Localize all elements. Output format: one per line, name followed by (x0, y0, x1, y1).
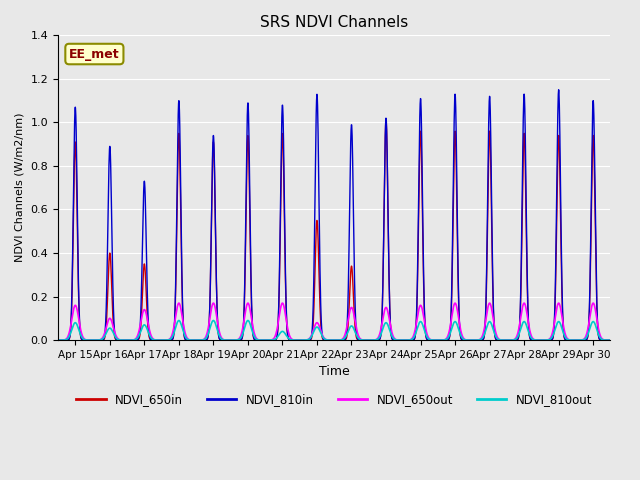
X-axis label: Time: Time (319, 365, 349, 378)
Text: EE_met: EE_met (69, 48, 120, 60)
Y-axis label: NDVI Channels (W/m2/nm): NDVI Channels (W/m2/nm) (15, 113, 25, 263)
Title: SRS NDVI Channels: SRS NDVI Channels (260, 15, 408, 30)
Legend: NDVI_650in, NDVI_810in, NDVI_650out, NDVI_810out: NDVI_650in, NDVI_810in, NDVI_650out, NDV… (72, 388, 596, 410)
